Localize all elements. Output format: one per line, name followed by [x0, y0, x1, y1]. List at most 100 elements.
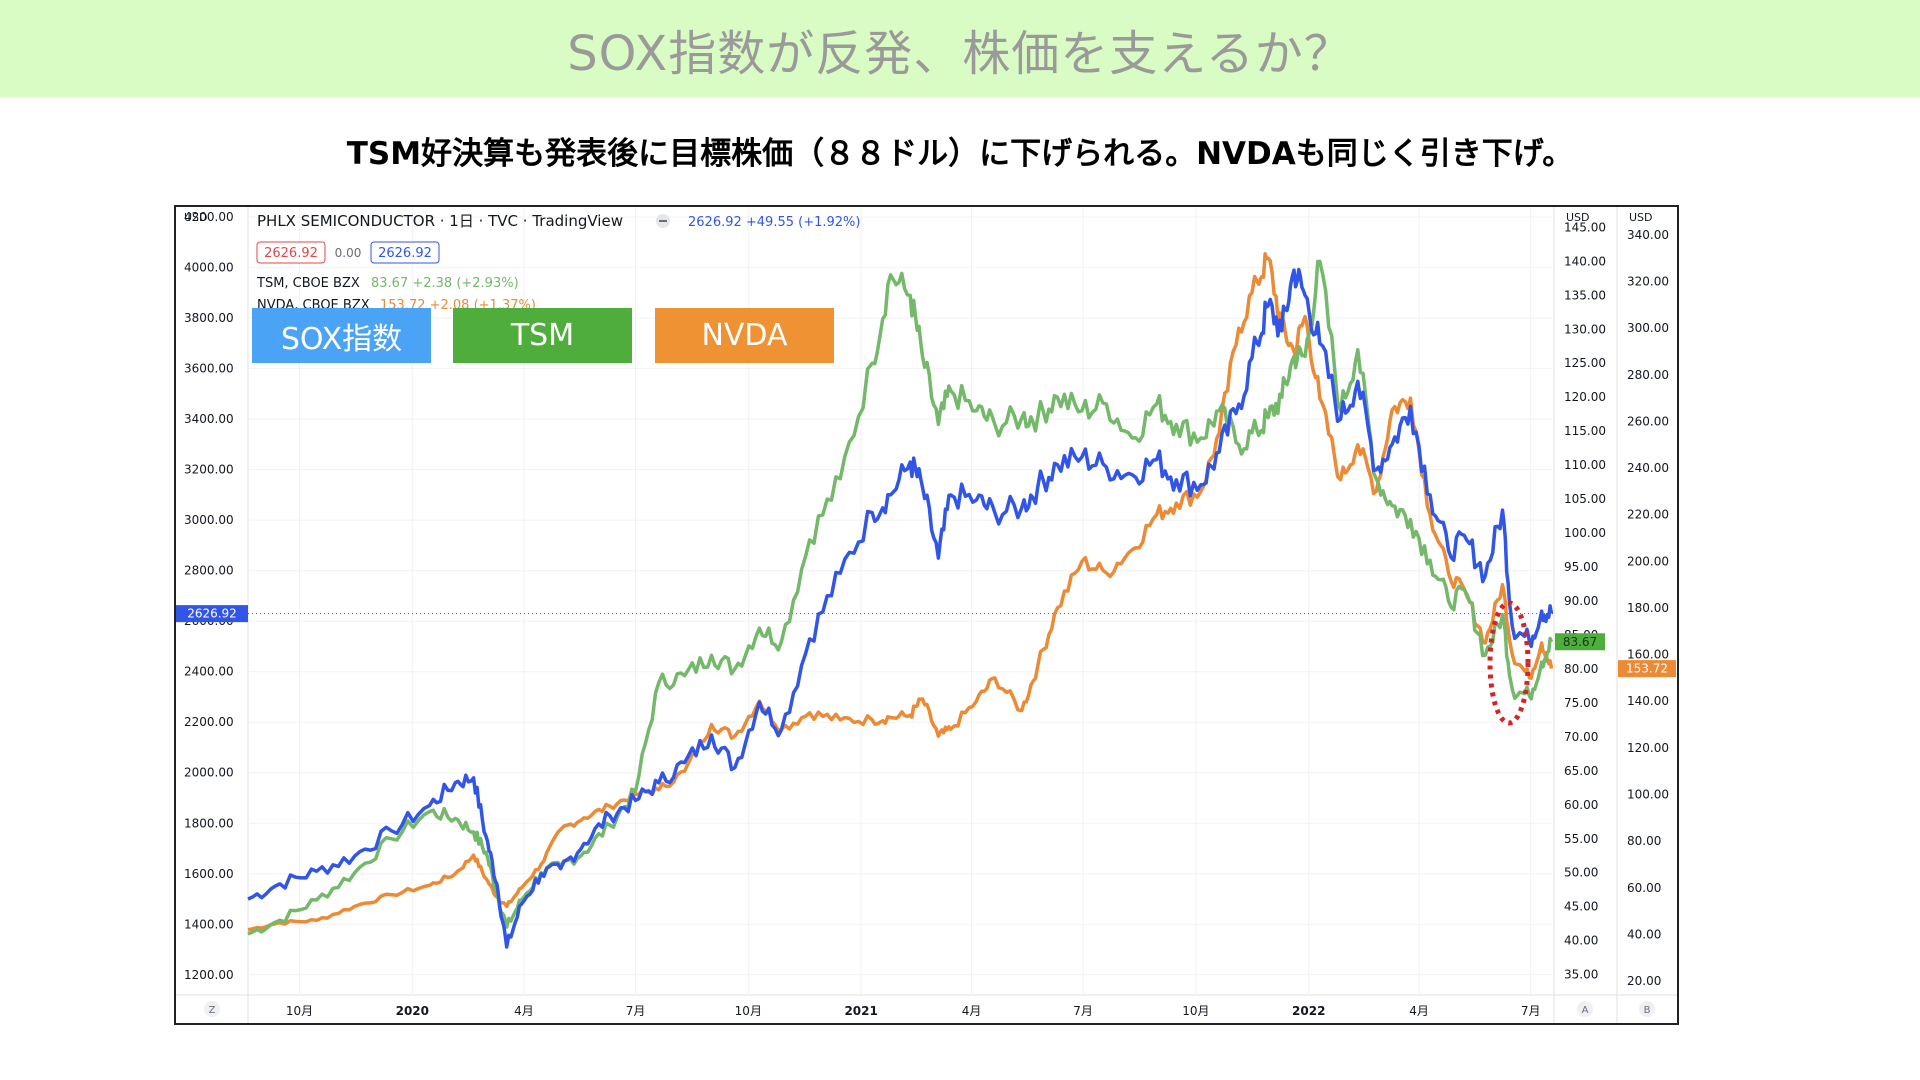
a-tick-label: 60.00 [1564, 798, 1598, 812]
b-tick-label: 140.00 [1627, 694, 1669, 708]
a-tick-label: 40.00 [1564, 934, 1598, 948]
sox-price-tag [176, 605, 248, 623]
bid-value: 2626.92 [264, 246, 318, 261]
series-line-sox [247, 267, 1554, 949]
time-tick-label: 4月 [514, 1004, 534, 1018]
legend-sox-label: SOX指数 [280, 321, 403, 357]
auto-scale-a-button[interactable] [1577, 1001, 1593, 1017]
tsm-price-tag-label: 83.67 [1563, 635, 1597, 649]
a-tick-label: 55.00 [1564, 832, 1598, 846]
time-tick-label: 2022 [1292, 1004, 1325, 1018]
sox-quote: 2626.92 +49.55 (+1.92%) [688, 215, 860, 230]
time-tick-label: 4月 [962, 1004, 982, 1018]
nvda-price-tag-label: 153.72 [1626, 662, 1668, 676]
series-line-nvda [247, 252, 1554, 932]
highlight-ellipse [1487, 600, 1531, 726]
legend-tsm: TSM [453, 308, 632, 363]
bid-box[interactable] [256, 241, 326, 264]
a-tick-label: 65.00 [1564, 764, 1598, 778]
left-tick-label: 3200.00 [184, 463, 234, 477]
time-tick-label: 2021 [844, 1004, 877, 1018]
price-chart[interactable]: 1200.00 1400.00 1600.00 1800.00 2000.00 2200.… [176, 207, 1677, 1023]
chart-frame: 1200.00 1400.00 1600.00 1800.00 2000.00 2200.… [174, 205, 1679, 1025]
tsm-name[interactable]: TSM, CBOE BZX [256, 276, 360, 291]
a-tick-label: 70.00 [1564, 730, 1598, 744]
legend-nvda-label: NVDA [701, 318, 788, 353]
left-currency-label[interactable]: USD [184, 211, 208, 224]
a-tick-label: 105.00 [1564, 492, 1606, 506]
a-tick-label: 135.00 [1564, 288, 1606, 302]
a-tick-label: 90.00 [1564, 594, 1598, 608]
left-tick-label: 1400.00 [184, 917, 234, 931]
b-axis-ticks: 20.00 40.00 60.00 80.00 100.00 120.00 140.00 16… [1627, 228, 1669, 988]
legend-nvda: NVDA [655, 308, 834, 363]
a-axis-ticks: 35.00 40.00 45.00 50.00 55.00 60.00 65.00 70.00… [1564, 220, 1606, 981]
time-tick-label: 10月 [735, 1004, 762, 1018]
legend-tsm-label: TSM [510, 318, 575, 353]
left-tick-label: 2200.00 [184, 715, 234, 729]
left-tick-label: 3000.00 [184, 513, 234, 527]
timezone-button[interactable] [204, 1001, 220, 1017]
tsm-price-tag [1555, 633, 1605, 651]
b-tick-label: 280.00 [1627, 368, 1669, 382]
time-tick-label: 7月 [1521, 1004, 1541, 1018]
time-tick-label: 4月 [1409, 1004, 1429, 1018]
b-tick-label: 60.00 [1627, 881, 1661, 895]
time-axis-ticks: 10月 2020 4月 7月 10月 2021 4月 7月 10月 2022 4月 7月 [286, 1004, 1541, 1018]
b-tick-label: 300.00 [1627, 321, 1669, 335]
auto-scale-b-label: B [1644, 1005, 1651, 1016]
time-tick-label: 2020 [396, 1004, 429, 1018]
legend-sox: SOX指数 [252, 308, 431, 363]
timezone-button-label: Z [209, 1005, 216, 1016]
a-tick-label: 75.00 [1564, 696, 1598, 710]
a-tick-label: 35.00 [1564, 968, 1598, 982]
a-tick-label: 140.00 [1564, 254, 1606, 268]
a-tick-label: 145.00 [1564, 220, 1606, 234]
symbol-line[interactable]: PHLX SEMICONDUCTOR · 1日 · TVC · TradingV… [257, 212, 623, 230]
a-tick-label: 45.00 [1564, 900, 1598, 914]
ask-value: 2626.92 [378, 246, 432, 261]
b-tick-label: 160.00 [1627, 648, 1669, 662]
left-tick-label: 4000.00 [184, 261, 234, 275]
a-tick-label: 125.00 [1564, 356, 1606, 370]
a-tick-label: 100.00 [1564, 526, 1606, 540]
a-tick-label: 95.00 [1564, 560, 1598, 574]
b-tick-label: 80.00 [1627, 834, 1661, 848]
b-tick-label: 320.00 [1627, 275, 1669, 289]
a-tick-label: 110.00 [1564, 458, 1606, 472]
time-tick-label: 10月 [286, 1004, 313, 1018]
a-tick-label: 50.00 [1564, 866, 1598, 880]
b-tick-label: 40.00 [1627, 927, 1661, 941]
b-tick-label: 200.00 [1627, 554, 1669, 568]
ask-box[interactable] [370, 241, 440, 264]
left-tick-label: 3800.00 [184, 311, 234, 325]
spread-value: 0.00 [335, 246, 362, 260]
b-tick-label: 340.00 [1627, 228, 1669, 242]
a-currency-label[interactable]: USD [1566, 211, 1590, 224]
a-tick-label: 115.00 [1564, 424, 1606, 438]
b-currency-label[interactable]: USD [1629, 211, 1653, 224]
title-banner: SOX指数が反発、株価を支えるか？ [0, 0, 1920, 97]
b-tick-label: 240.00 [1627, 461, 1669, 475]
a-tick-label: 120.00 [1564, 390, 1606, 404]
a-tick-label: 80.00 [1564, 662, 1598, 676]
tsm-quote: 83.67 +2.38 (+2.93%) [371, 276, 519, 291]
minus-icon [659, 220, 667, 222]
left-tick-label: 3600.00 [184, 362, 234, 376]
series-line-tsm [247, 259, 1554, 936]
time-tick-label: 7月 [1073, 1004, 1093, 1018]
auto-scale-a-label: A [1582, 1005, 1589, 1016]
b-tick-label: 120.00 [1627, 741, 1669, 755]
time-tick-label: 10月 [1182, 1004, 1209, 1018]
b-tick-label: 100.00 [1627, 788, 1669, 802]
a-tick-label: 130.00 [1564, 322, 1606, 336]
time-tick-label: 7月 [626, 1004, 646, 1018]
left-tick-label: 1600.00 [184, 867, 234, 881]
left-tick-label: 2400.00 [184, 665, 234, 679]
b-tick-label: 220.00 [1627, 508, 1669, 522]
slide-subtitle: TSM好決算も発表後に目標株価（８８ドル）に下げられる。NVDAも同じく引き下げ… [346, 136, 1574, 172]
auto-scale-b-button[interactable] [1639, 1001, 1655, 1017]
left-tick-label: 3400.00 [184, 412, 234, 426]
nvda-price-tag [1618, 660, 1676, 678]
left-tick-label: 1800.00 [184, 816, 234, 830]
